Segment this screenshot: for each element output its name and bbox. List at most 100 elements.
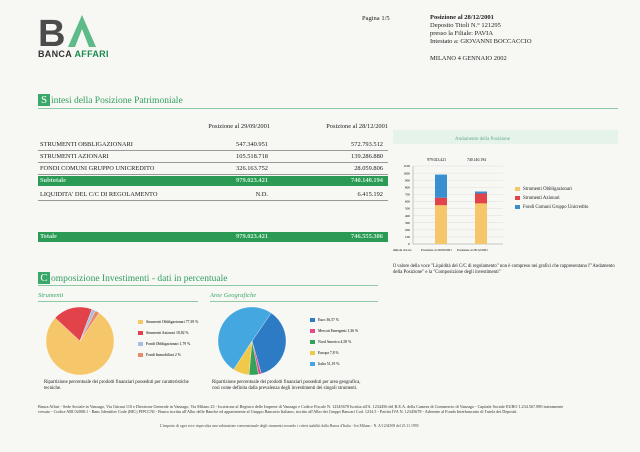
position-bar-chart: Andamento della Posizione 979.023.421 74…: [393, 130, 618, 260]
pie-legend-label: Fondi Obbligazionari 1,79 %: [146, 342, 191, 347]
bar-top-label-2: 740.140.194: [467, 158, 486, 162]
bar-tick-label: 800: [405, 185, 410, 189]
pie-legend-swatch: [310, 362, 315, 366]
header-info: Posizione al 28/12/2001 Deposito Titoli …: [430, 14, 532, 46]
col-header-1: Posizione al 29/09/2001: [208, 123, 270, 130]
legend-label: Strumenti Azionari: [523, 196, 560, 202]
logo-letter-b: B: [38, 14, 65, 48]
bar-segment: [435, 174, 447, 198]
pie-slice: [217, 306, 272, 370]
subtotal-label: Subtotale: [40, 177, 66, 184]
bar-chart-title: Andamento della Posizione: [455, 137, 511, 142]
footer-line-2: versato - Codice ABI 02008.1 - Banc Iden…: [38, 409, 518, 415]
legend-item: Strumenti Azionari: [515, 196, 560, 201]
row-label: FONDI COMUNI GRUPPO UNICREDITO: [40, 165, 155, 172]
logo-letter-a-shape: [68, 15, 96, 47]
row-label: STRUMENTI OBBLIGAZIONARI: [40, 141, 133, 148]
total-value-2: 746.555.386: [351, 233, 383, 240]
legend-item: Strumenti Obbligazionari: [515, 187, 572, 192]
instruments-pie-chart: Strumenti Obbligazionari 77,39 % Strument…: [45, 306, 199, 376]
bar-tick-label: 900: [405, 178, 410, 182]
bar-cat-label-1: Posizione al 29/09/2001: [421, 248, 452, 252]
section1-rule: [38, 108, 618, 109]
bar-chart-svg: Andamento della Posizione 979.023.421 74…: [393, 130, 618, 252]
row-value-2: 572.793.512: [351, 141, 383, 148]
pie-legend-label: Italia 51,19 %: [318, 362, 340, 367]
bar-tick-label: 1000: [403, 171, 410, 175]
legend-item: Fondi Comuni Gruppo Unicredito: [515, 205, 588, 210]
table-row: FONDI COMUNI GRUPPO UNICREDITO 326.163.7…: [38, 164, 388, 175]
logo-wordmark: BANCA AFFARI: [38, 49, 109, 59]
bar-chart-caption: Il valore della voce "Liquidità del C/C …: [393, 264, 615, 275]
subtotal-value-2: 740.140.194: [351, 177, 383, 184]
bar-segment: [475, 193, 487, 204]
bar-segment: [475, 191, 487, 194]
bar-segment: [435, 205, 447, 244]
subtotal-value-1: 979.023.421: [236, 177, 268, 184]
pie-legend-label: Europa 7,8 %: [318, 351, 340, 356]
bar-axis-label: milioni di Lire: [393, 248, 412, 252]
bar-tick-label: 500: [405, 207, 410, 211]
liquidity-label: LIQUIDITA' DEL C/C DI REGOLAMENTO: [40, 191, 158, 198]
pie1-caption: Ripartizione percentuale dei prodotti fi…: [44, 380, 189, 391]
section1-title-text: intesi della Posizione Patrimoniale: [51, 96, 183, 106]
pie1-rule: [38, 301, 198, 302]
logo-word-banca: BANCA: [38, 49, 72, 59]
pie-legend-swatch: [310, 329, 315, 333]
branch: presso la Filiale: PAVIA: [430, 30, 494, 37]
bar-tick-label: 600: [405, 200, 410, 204]
bar-top-label-1: 979.023.421: [427, 158, 446, 162]
logo-word-affari: AFFARI: [74, 49, 109, 59]
bar-cat-label-2: Posizione al 28/12/2001: [457, 248, 488, 252]
table-row: STRUMENTI AZIONARI 105.518.718 139.286.8…: [38, 152, 388, 163]
section2-rule: [38, 285, 378, 286]
deposit-number: Deposito Titoli N.° 121295: [430, 22, 501, 29]
footer-line-1: Banca Affari - Sede Sociale in Vanzago, …: [38, 404, 564, 409]
legend-label: Fondi Comuni Gruppo Unicredito: [523, 205, 589, 211]
subtotal-row: Subtotale 979.023.421 740.140.194: [38, 176, 388, 186]
section1-cap: S: [38, 94, 50, 106]
pie2-subtitle: Aree Geografiche: [210, 292, 257, 299]
table-row: STRUMENTI OBBLIGAZIONARI 547.340.951 572…: [38, 140, 388, 151]
pie-legend-label: Strumenti Obbligazionari 77,39 %: [146, 320, 199, 325]
holder: Intestato a: GIOVANNI BOCCACCIO: [430, 38, 532, 45]
section2-title-text: omposizione Investimenti - dati in perce…: [51, 274, 228, 284]
bar-segment: [435, 197, 447, 206]
pie-legend-swatch: [138, 331, 143, 335]
banca-affari-logo: B: [38, 14, 96, 48]
pie-legend-label: Fondi Immobiliari 2 %: [146, 353, 182, 357]
footer: Banca Affari - Sede Sociale in Vanzago, …: [38, 404, 618, 414]
row-value-1: 326.163.752: [236, 165, 268, 172]
pie1-subtitle: Strumenti: [38, 292, 64, 299]
pie-legend-swatch: [138, 342, 143, 346]
table-header: Posizione al 29/09/2001 Posizione al 28/…: [38, 118, 388, 130]
pie2-caption: Ripartizione percentuale dei prodotti fi…: [212, 380, 361, 391]
row-value-2: 139.286.880: [351, 153, 383, 160]
total-value-1: 979.023.421: [236, 233, 268, 240]
bar-tick-label: 700: [405, 193, 410, 197]
bar-tick-label: 400: [405, 214, 410, 218]
legend-label: Strumenti Obbligazionari: [523, 187, 572, 193]
total-label: Totale: [40, 233, 57, 240]
row-value-1: 105.518.718: [236, 153, 268, 160]
bar-tick-label: 300: [405, 221, 410, 225]
pie-legend-label: Mercati Emergenti 1,36 %: [318, 329, 359, 334]
pie-legend-swatch: [138, 353, 143, 357]
pie-legend-label: Strumenti Azionari 18,82 %: [146, 331, 189, 336]
row-value-2: 28.059.806: [354, 165, 383, 172]
pie-legend-swatch: [310, 318, 315, 322]
pie-legend-swatch: [310, 340, 315, 344]
col-header-2: Posizione al 28/12/2001: [326, 123, 388, 130]
pie-legend-label: Euro 36,57 %: [318, 318, 340, 323]
liquidity-value-1: N.D.: [255, 191, 268, 198]
liquidity-row: LIQUIDITA' DEL C/C DI REGOLAMENTO N.D. 6…: [38, 190, 388, 201]
bar-segment: [475, 203, 487, 244]
pie-legend-label: Nord America 4,58 %: [318, 340, 352, 345]
chart-title-band: [393, 130, 618, 144]
page-number: Pagina 1/5: [362, 15, 390, 22]
place-date: MILANO 4 GENNAIO 2002: [430, 55, 507, 62]
pie-slice: [251, 312, 287, 374]
section2-cap: C: [38, 272, 50, 284]
